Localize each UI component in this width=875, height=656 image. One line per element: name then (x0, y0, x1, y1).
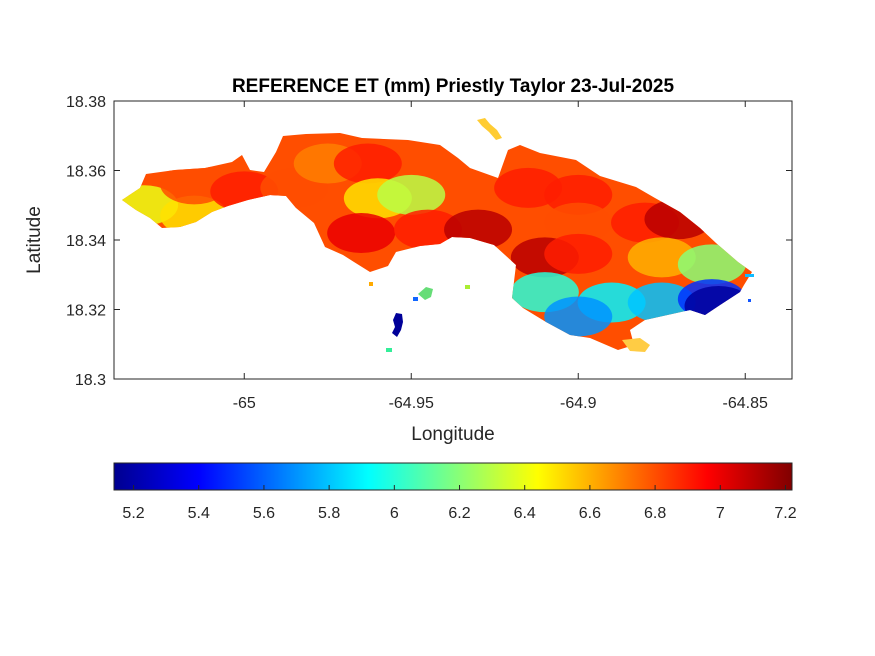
x-axis-label: Longitude (411, 424, 494, 445)
chart-title: REFERENCE ET (mm) Priestly Taylor 23-Jul… (232, 76, 674, 97)
islet-small-2 (386, 348, 392, 352)
colorbar-tick-label: 6.6 (579, 505, 601, 522)
y-axis: 18.3 18.32 18.34 18.36 18.38 (66, 94, 792, 389)
islet-east-2 (748, 299, 751, 302)
colorbar-tick-label: 5.2 (122, 505, 144, 522)
colorbar-ticks: 5.2 5.4 5.6 5.8 6 6.2 6.4 6.6 6.8 7 7.2 (122, 485, 797, 522)
x-tick-label: -64.85 (723, 395, 768, 412)
field-sample-20 (677, 244, 746, 285)
islet-south (622, 338, 650, 352)
islet-small-3 (465, 285, 470, 289)
x-tick-label: -64.9 (560, 395, 597, 412)
islet-east (745, 274, 754, 277)
y-tick-label: 18.36 (66, 164, 106, 181)
colorbar-tick-label: 6.2 (448, 505, 470, 522)
y-tick-label: 18.32 (66, 303, 106, 320)
y-axis-label: Latitude (24, 206, 45, 274)
field-sample-14 (544, 202, 613, 243)
colorbar-tick-label: 6 (390, 505, 399, 522)
field-sample-10 (393, 209, 462, 250)
field-sample-18 (544, 233, 613, 274)
colorbar-tick-label: 6.8 (644, 505, 666, 522)
islet-north (477, 118, 502, 140)
field-sample-6 (333, 143, 402, 184)
colorbar-tick-label: 6.4 (514, 505, 536, 522)
y-tick-label: 18.38 (66, 94, 106, 111)
x-tick-label: -64.95 (389, 395, 434, 412)
colorbar-tick-label: 5.4 (188, 505, 210, 522)
x-axis: -65 -64.95 -64.9 -64.85 (233, 101, 768, 412)
field-sample-9 (327, 213, 396, 254)
islet-green (418, 287, 433, 300)
field-sample-8 (377, 174, 446, 215)
islet-small-4 (369, 282, 373, 286)
colorbar-tick-label: 5.8 (318, 505, 340, 522)
field-sample-26 (544, 296, 613, 337)
y-tick-label: 18.34 (66, 233, 106, 250)
colorbar-tick-label: 7 (716, 505, 725, 522)
field-sample-13 (544, 174, 613, 215)
islet-small-1 (413, 297, 418, 301)
islet-blue (392, 313, 403, 337)
y-tick-label: 18.3 (75, 372, 106, 389)
x-tick-label: -65 (233, 395, 256, 412)
colorbar-tick-label: 5.6 (253, 505, 275, 522)
colorbar (113, 462, 793, 491)
colorbar-tick-label: 7.2 (774, 505, 796, 522)
